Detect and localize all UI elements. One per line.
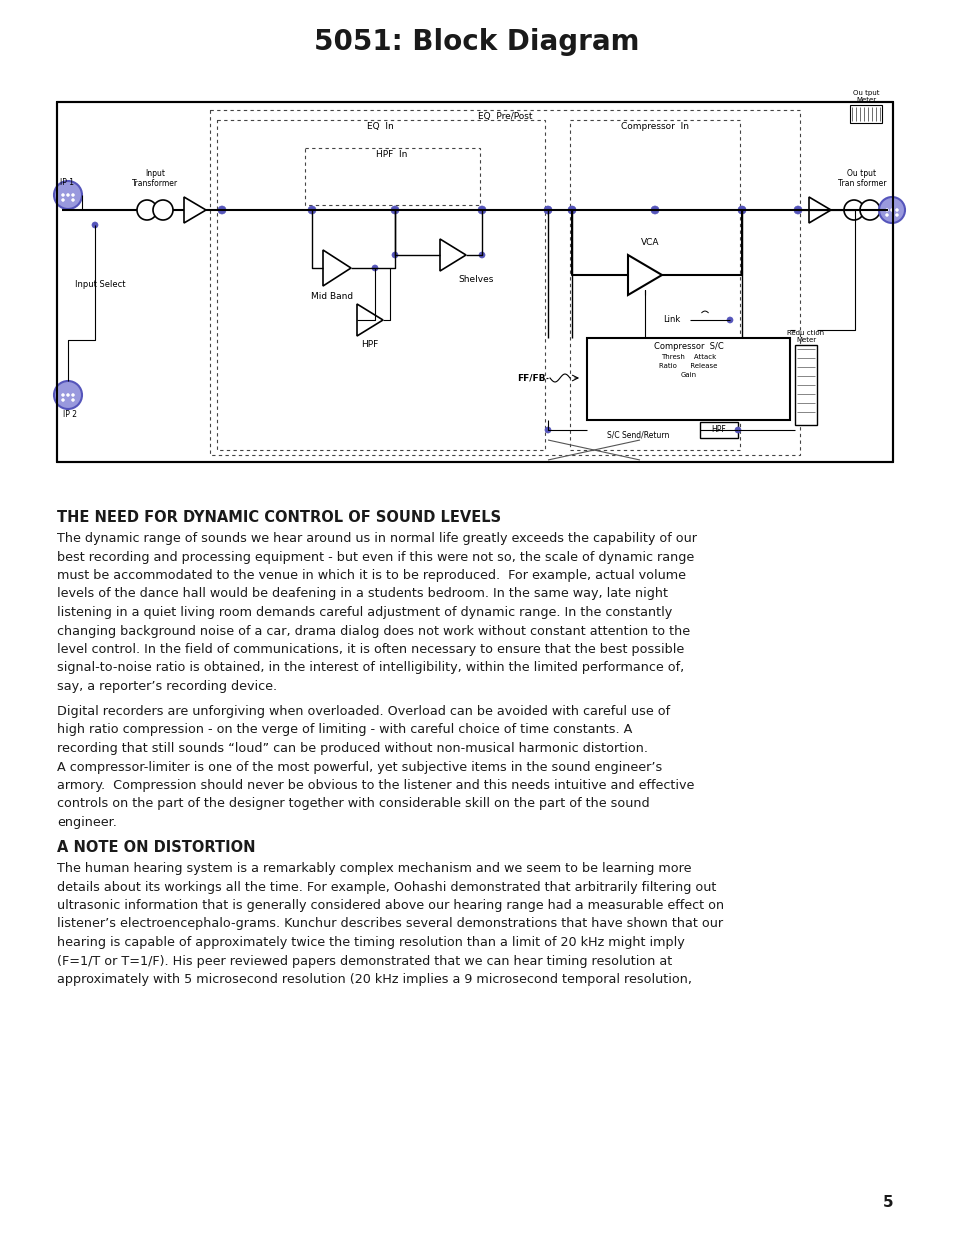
Text: VCA: VCA bbox=[640, 238, 659, 247]
Text: Input
Transformer: Input Transformer bbox=[132, 169, 178, 188]
Bar bbox=[57, 103, 892, 462]
Circle shape bbox=[71, 399, 74, 401]
Circle shape bbox=[878, 198, 904, 224]
Text: Input Select: Input Select bbox=[74, 280, 125, 289]
Bar bbox=[794, 345, 816, 425]
Text: 5: 5 bbox=[882, 1195, 892, 1210]
Text: HPF: HPF bbox=[711, 426, 725, 435]
Circle shape bbox=[726, 317, 732, 324]
Circle shape bbox=[544, 427, 551, 433]
Circle shape bbox=[218, 206, 226, 214]
Circle shape bbox=[308, 206, 315, 214]
Circle shape bbox=[91, 222, 98, 228]
Circle shape bbox=[544, 206, 551, 214]
Circle shape bbox=[391, 206, 398, 214]
Bar bbox=[210, 110, 800, 454]
Text: EQ  In: EQ In bbox=[366, 122, 393, 131]
Circle shape bbox=[372, 266, 377, 270]
Circle shape bbox=[567, 206, 576, 214]
Text: Shelves: Shelves bbox=[457, 275, 493, 284]
Circle shape bbox=[54, 182, 82, 209]
Circle shape bbox=[793, 206, 801, 214]
Text: Ratio      Release: Ratio Release bbox=[659, 363, 717, 369]
Circle shape bbox=[543, 206, 552, 214]
Text: HPF  In: HPF In bbox=[375, 149, 407, 159]
Circle shape bbox=[61, 199, 65, 201]
Circle shape bbox=[152, 200, 172, 220]
Text: HPF: HPF bbox=[361, 340, 378, 350]
Circle shape bbox=[71, 199, 74, 201]
Circle shape bbox=[392, 252, 397, 258]
Circle shape bbox=[568, 206, 575, 214]
Text: A NOTE ON DISTORTION: A NOTE ON DISTORTION bbox=[57, 840, 255, 855]
Bar bbox=[586, 338, 789, 420]
Circle shape bbox=[61, 394, 65, 396]
Circle shape bbox=[884, 214, 887, 216]
Text: IP 1: IP 1 bbox=[60, 178, 74, 186]
Circle shape bbox=[884, 209, 887, 211]
Circle shape bbox=[477, 206, 485, 214]
Circle shape bbox=[71, 394, 74, 396]
Circle shape bbox=[137, 200, 157, 220]
Circle shape bbox=[734, 427, 740, 433]
Text: 5051: Block Diagram: 5051: Block Diagram bbox=[314, 28, 639, 56]
Text: The human hearing system is a remarkably complex mechanism and we seem to be lea: The human hearing system is a remarkably… bbox=[57, 862, 723, 986]
Circle shape bbox=[478, 252, 484, 258]
Text: S/C Send/Return: S/C Send/Return bbox=[606, 430, 668, 438]
Text: IP 2: IP 2 bbox=[63, 410, 77, 419]
Text: Ou tput
Meter: Ou tput Meter bbox=[852, 90, 879, 103]
Circle shape bbox=[61, 399, 65, 401]
Bar bbox=[569, 120, 740, 450]
Bar bbox=[216, 120, 544, 450]
Circle shape bbox=[67, 194, 70, 196]
Text: EQ  Pre/Post: EQ Pre/Post bbox=[477, 112, 532, 121]
Circle shape bbox=[61, 194, 65, 196]
Circle shape bbox=[71, 194, 74, 196]
Text: Compressor  S/C: Compressor S/C bbox=[653, 342, 722, 351]
Circle shape bbox=[895, 209, 898, 211]
Text: The dynamic range of sounds we hear around us in normal life greatly exceeds the: The dynamic range of sounds we hear arou… bbox=[57, 532, 697, 693]
Text: Thresh    Attack: Thresh Attack bbox=[660, 354, 716, 359]
Circle shape bbox=[843, 200, 863, 220]
Text: Link: Link bbox=[662, 315, 679, 325]
Circle shape bbox=[738, 206, 744, 214]
Circle shape bbox=[895, 214, 898, 216]
Circle shape bbox=[54, 382, 82, 409]
Text: Ou tput
Tran sformer: Ou tput Tran sformer bbox=[837, 169, 885, 188]
Circle shape bbox=[738, 206, 745, 214]
Circle shape bbox=[650, 206, 659, 214]
Text: Digital recorders are unforgiving when overloaded. Overload can be avoided with : Digital recorders are unforgiving when o… bbox=[57, 705, 694, 829]
Bar bbox=[700, 422, 738, 438]
Text: Redu ction
Meter: Redu ction Meter bbox=[786, 330, 823, 343]
Circle shape bbox=[859, 200, 879, 220]
Text: Compressor  In: Compressor In bbox=[620, 122, 688, 131]
Text: THE NEED FOR DYNAMIC CONTROL OF SOUND LEVELS: THE NEED FOR DYNAMIC CONTROL OF SOUND LE… bbox=[57, 510, 500, 525]
Bar bbox=[849, 105, 882, 124]
Text: Mid Band: Mid Band bbox=[311, 291, 353, 301]
Circle shape bbox=[889, 209, 893, 211]
Bar bbox=[305, 148, 479, 205]
Text: Gain: Gain bbox=[679, 372, 696, 378]
Text: FF/FB: FF/FB bbox=[517, 373, 545, 383]
Circle shape bbox=[67, 394, 70, 396]
